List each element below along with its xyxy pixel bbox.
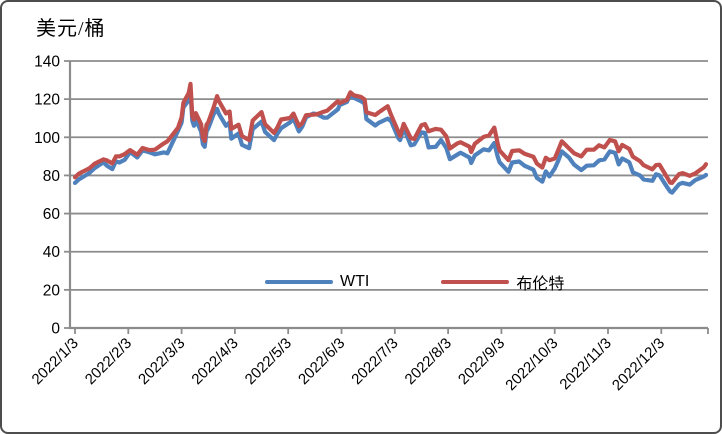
svg-text:2022/8/3: 2022/8/3 bbox=[402, 335, 455, 388]
svg-text:2022/12/3: 2022/12/3 bbox=[609, 335, 668, 394]
svg-text:2022/7/3: 2022/7/3 bbox=[348, 335, 401, 388]
svg-text:0: 0 bbox=[51, 321, 60, 338]
legend-item-brent: 布伦特 bbox=[441, 270, 564, 294]
legend-label-brent: 布伦特 bbox=[516, 276, 565, 293]
chart-title: 美元/桶 bbox=[36, 18, 106, 40]
legend-item-wti: WTI bbox=[265, 273, 369, 291]
svg-text:60: 60 bbox=[43, 206, 61, 223]
svg-text:80: 80 bbox=[43, 168, 61, 185]
svg-text:2022/1/3: 2022/1/3 bbox=[29, 335, 82, 388]
svg-text:140: 140 bbox=[34, 54, 60, 71]
svg-text:2022/5/3: 2022/5/3 bbox=[242, 335, 295, 388]
svg-text:120: 120 bbox=[34, 92, 60, 109]
svg-text:2022/4/3: 2022/4/3 bbox=[188, 335, 241, 388]
svg-text:2022/6/3: 2022/6/3 bbox=[295, 335, 348, 388]
svg-text:2022/10/3: 2022/10/3 bbox=[502, 335, 561, 394]
svg-text:2022/3/3: 2022/3/3 bbox=[135, 335, 188, 388]
legend: WTI 布伦特 bbox=[265, 270, 564, 294]
svg-text:40: 40 bbox=[43, 244, 61, 261]
brent-line-swatch bbox=[441, 280, 510, 284]
svg-text:2022/2/3: 2022/2/3 bbox=[82, 335, 135, 388]
legend-label-wti: WTI bbox=[340, 273, 370, 290]
wti-line-swatch bbox=[265, 280, 333, 284]
svg-text:2022/9/3: 2022/9/3 bbox=[455, 335, 508, 388]
svg-text:2022/11/3: 2022/11/3 bbox=[556, 335, 614, 393]
svg-text:100: 100 bbox=[34, 130, 60, 147]
svg-text:20: 20 bbox=[43, 282, 61, 299]
